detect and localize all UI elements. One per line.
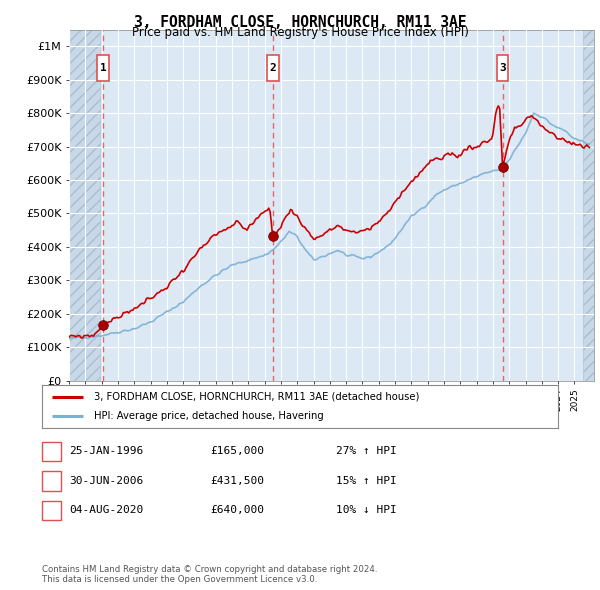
Text: Contains HM Land Registry data © Crown copyright and database right 2024.
This d: Contains HM Land Registry data © Crown c… [42, 565, 377, 584]
Bar [267, 55, 278, 81]
Text: 2: 2 [269, 63, 276, 73]
Text: £640,000: £640,000 [210, 506, 264, 515]
Text: 1: 1 [48, 447, 55, 456]
Text: 27% ↑ HPI: 27% ↑ HPI [336, 447, 397, 456]
Bar [69, 30, 100, 381]
Bar [497, 55, 508, 81]
Text: 3, FORDHAM CLOSE, HORNCHURCH, RM11 3AE (detached house): 3, FORDHAM CLOSE, HORNCHURCH, RM11 3AE (… [94, 392, 419, 402]
Text: 15% ↑ HPI: 15% ↑ HPI [336, 476, 397, 486]
Text: £165,000: £165,000 [210, 447, 264, 456]
Text: HPI: Average price, detached house, Havering: HPI: Average price, detached house, Have… [94, 411, 323, 421]
Text: 30-JUN-2006: 30-JUN-2006 [69, 476, 143, 486]
Text: £431,500: £431,500 [210, 476, 264, 486]
Text: 25-JAN-1996: 25-JAN-1996 [69, 447, 143, 456]
Text: 10% ↓ HPI: 10% ↓ HPI [336, 506, 397, 515]
Text: 04-AUG-2020: 04-AUG-2020 [69, 506, 143, 515]
Bar [583, 30, 594, 381]
Text: 3: 3 [499, 63, 506, 73]
Text: 3, FORDHAM CLOSE, HORNCHURCH, RM11 3AE: 3, FORDHAM CLOSE, HORNCHURCH, RM11 3AE [134, 15, 466, 30]
Text: 1: 1 [100, 63, 106, 73]
Text: 3: 3 [48, 506, 55, 515]
Text: 2: 2 [48, 476, 55, 486]
Text: Price paid vs. HM Land Registry's House Price Index (HPI): Price paid vs. HM Land Registry's House … [131, 26, 469, 39]
Bar [97, 55, 109, 81]
